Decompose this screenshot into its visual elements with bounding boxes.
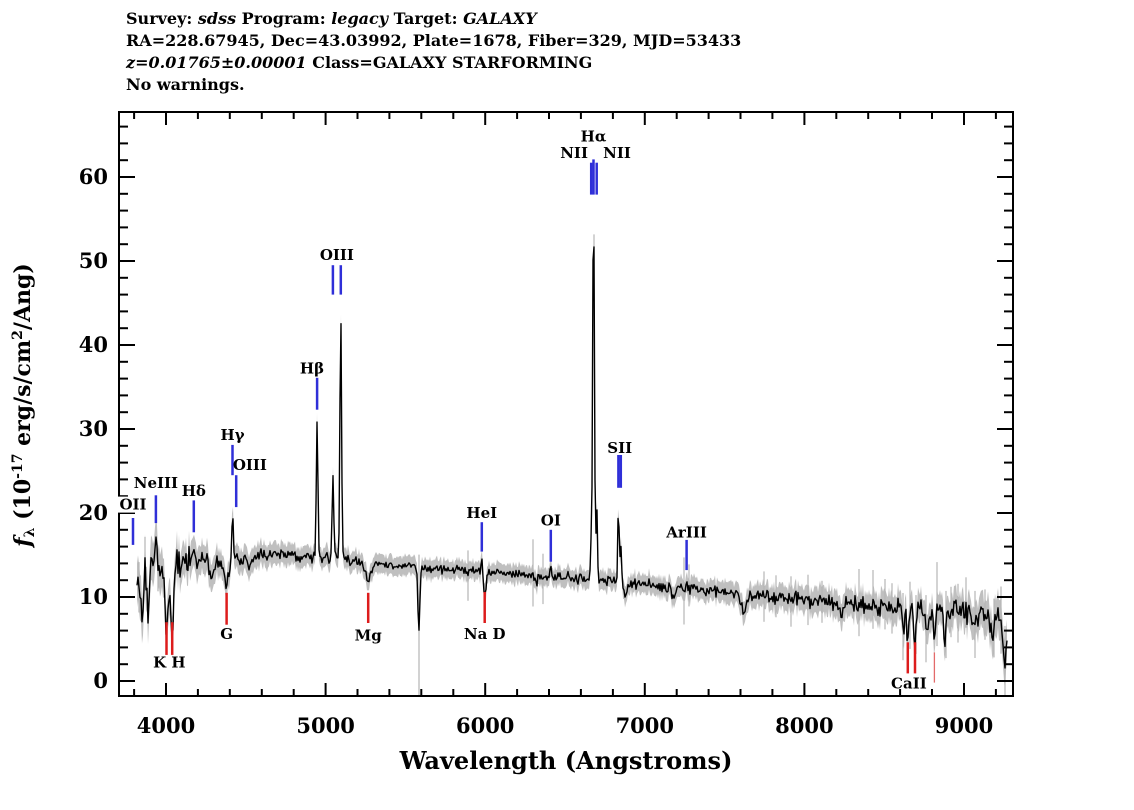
spectral-line-label: SII xyxy=(607,439,632,457)
y-tick-label: 0 xyxy=(93,668,108,693)
header-line-survey: Survey: sdss Program: legacy Target: GAL… xyxy=(126,8,741,30)
spectral-line-label: NeIII xyxy=(134,474,178,492)
y-tick-label: 40 xyxy=(79,332,108,357)
x-tick-label: 7000 xyxy=(616,713,674,738)
marker-nii: NII xyxy=(560,144,593,195)
spectral-line-label: ArIII xyxy=(665,523,707,541)
spectral-line-label: Hα xyxy=(581,128,607,146)
y-tick-label: 60 xyxy=(79,164,108,189)
marker-hα: Hα xyxy=(581,128,607,195)
header-line-warnings: No warnings. xyxy=(126,75,245,94)
y-axis-title-part: f xyxy=(10,534,36,549)
survey-label: Survey: xyxy=(126,9,193,28)
plot-header: Survey: sdss Program: legacy Target: GAL… xyxy=(126,8,741,96)
marker-ariii: ArIII xyxy=(665,523,707,571)
spectral-line-label: Hδ xyxy=(182,482,206,500)
target-label: Target: xyxy=(393,9,458,28)
spectral-line-label: Hβ xyxy=(300,360,324,378)
y-tick-label: 30 xyxy=(79,416,108,441)
marker-oiii: OIII xyxy=(233,456,267,508)
y-axis-title-part: (10 xyxy=(10,479,36,528)
x-tick-label: 9000 xyxy=(935,713,993,738)
x-tick-label: 4000 xyxy=(137,713,195,738)
y-axis-title-part: 2 xyxy=(10,330,26,340)
marker-oii: OII xyxy=(117,496,149,545)
spectral-line-label: OIII xyxy=(320,246,354,264)
class-value: Class=GALAXY STARFORMING xyxy=(312,53,593,72)
spectral-line-label: G xyxy=(220,625,233,643)
marker-mg: Mg xyxy=(355,592,383,645)
header-line-class: z=0.01765±0.00001 Class=GALAXY STARFORMI… xyxy=(126,52,741,74)
axis-tick-labels: 4000 5000 6000 7000 8000 9000 0 10 20 30 40 50 60 xyxy=(79,164,993,738)
marker-label-bg xyxy=(117,496,149,513)
target-value: GALAXY xyxy=(463,9,537,28)
spectral-line-label: HeI xyxy=(466,504,497,522)
y-axis-title: fλ (10-17 erg/s/cm2/Ang) xyxy=(10,263,38,549)
marker-caii: CaII xyxy=(891,642,927,693)
marker-hei: HeI xyxy=(466,504,497,552)
spectral-line-label: CaII xyxy=(891,675,927,693)
y-tick-label: 50 xyxy=(79,248,108,273)
marker-hβ: Hβ xyxy=(300,360,324,410)
y-axis-title-part: /Ang) xyxy=(10,263,36,330)
spectral-line-label: Mg xyxy=(355,627,383,645)
marker-sii: SII xyxy=(607,439,632,488)
spectral-line-label: OI xyxy=(541,512,561,530)
program-label: Program: xyxy=(241,9,326,28)
plot-frame xyxy=(118,111,1014,697)
spectral-line-label: OII xyxy=(119,496,146,514)
spectral-line-label: OIII xyxy=(233,456,267,474)
x-tick-label: 6000 xyxy=(456,713,514,738)
error-band-layer xyxy=(137,234,1007,696)
x-tick-label: 5000 xyxy=(296,713,354,738)
marker-neiii: NeIII xyxy=(134,474,178,524)
spectral-line-label: NII xyxy=(560,144,588,162)
y-tick-label: 20 xyxy=(79,500,108,525)
marker-oi: OI xyxy=(541,512,561,562)
marker-kh: K H xyxy=(153,622,186,672)
error-band xyxy=(137,238,1007,692)
spectral-line-label: Na D xyxy=(464,625,506,643)
axis-ticks xyxy=(119,112,1013,696)
spectrum-line xyxy=(136,246,1008,669)
marker-oiii: OIII xyxy=(320,246,354,295)
spectrum-layer xyxy=(136,246,1008,669)
header-line-coords: RA=228.67945, Dec=43.03992, Plate=1678, … xyxy=(126,31,742,50)
y-axis-title-part: erg/s/cm xyxy=(10,340,36,454)
x-axis-title: Wavelength (Angstroms) xyxy=(399,746,733,775)
program-value: legacy xyxy=(331,9,389,28)
marker-hδ: Hδ xyxy=(182,482,206,533)
spectral-line-label: K H xyxy=(153,654,185,672)
y-axis-title-part: -17 xyxy=(10,454,26,479)
survey-value: sdss xyxy=(197,9,237,28)
marker-hγ: Hγ xyxy=(220,426,245,476)
y-tick-label: 10 xyxy=(79,584,108,609)
marker-nad: Na D xyxy=(464,591,506,643)
marker-g: G xyxy=(220,592,233,643)
marker-nii: NII xyxy=(595,144,631,195)
redshift-value: z=0.01765±0.00001 xyxy=(126,53,307,72)
y-axis-title-part: λ xyxy=(22,527,38,537)
spectral-line-label: Hγ xyxy=(220,426,244,444)
spectral-line-label: NII xyxy=(603,144,631,162)
x-tick-label: 8000 xyxy=(775,713,833,738)
